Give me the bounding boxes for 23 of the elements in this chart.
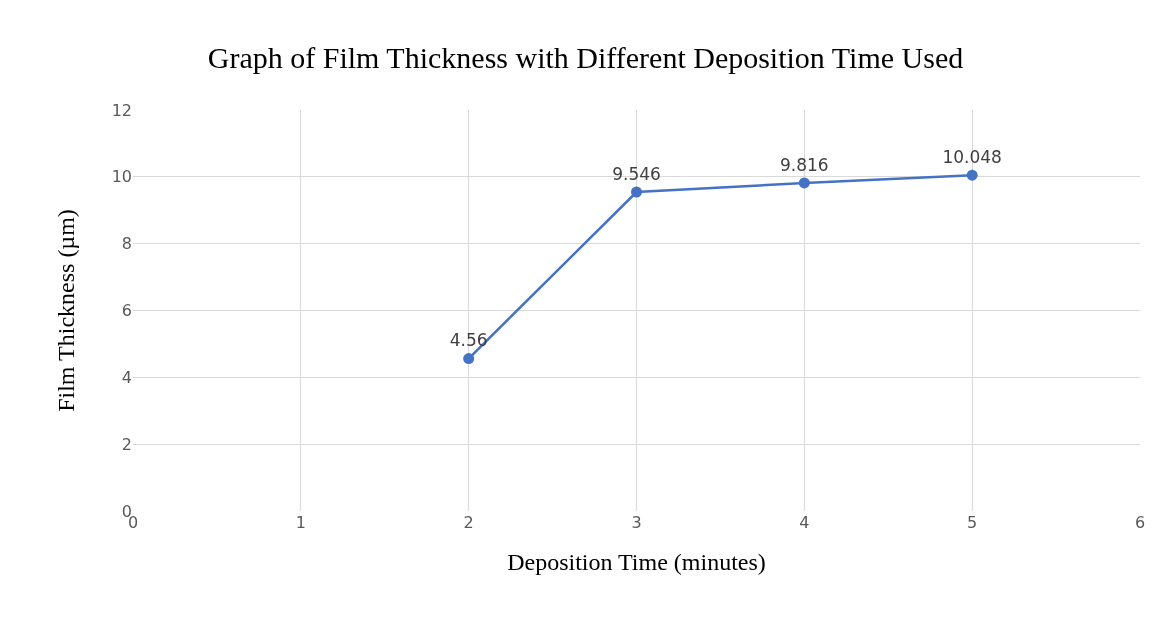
y-tick-label: 8 — [121, 234, 132, 254]
point — [463, 353, 475, 365]
x-tick-label: 5 — [967, 513, 978, 532]
y-tick-label: 12 — [111, 100, 132, 120]
point — [631, 186, 642, 198]
y-tick-label: 10 — [111, 167, 132, 187]
chart-title: Graph of Film Thickness with Different Deposition Time Used — [207, 40, 964, 74]
y-tick-label: 2 — [121, 434, 132, 454]
point — [798, 177, 810, 189]
x-tick-label: 1 — [295, 513, 306, 532]
y-tick-label: 6 — [121, 301, 132, 321]
x-tick-label: 4 — [799, 513, 810, 532]
x-tick-label: 3 — [631, 513, 642, 532]
data-label: 4.56 — [449, 330, 488, 351]
point — [966, 169, 978, 181]
x-tick-label: 6 — [1134, 513, 1146, 532]
data-label: 10.048 — [942, 147, 1002, 168]
x-tick-label: 2 — [463, 513, 474, 532]
data-label: 9.816 — [779, 154, 829, 175]
y-axis-title: Film Thickness (µm) — [52, 209, 79, 412]
y-tick-label: 4 — [121, 367, 132, 387]
data-label: 9.546 — [612, 163, 661, 184]
x-axis-title: Deposition Time (minutes) — [507, 549, 766, 576]
